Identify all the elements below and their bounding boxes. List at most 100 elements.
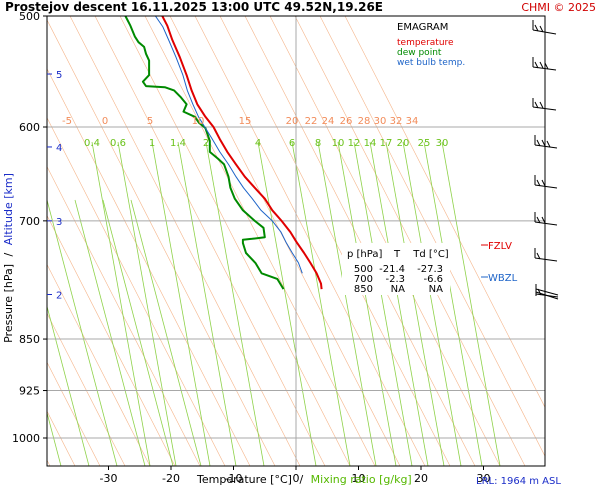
adiabat-label: 5 <box>147 116 153 127</box>
table-row-850-td: NA <box>429 284 443 295</box>
fzlv-label: FZLV <box>488 241 512 252</box>
mixing-ratio-line <box>47 304 90 466</box>
wind-barb <box>534 248 558 262</box>
mixing-ratio-line <box>91 141 151 466</box>
adiabat-labels: -5 0 5 10 15 20 22 24 26 28 30 32 34 <box>62 116 418 127</box>
y-axis-label: Pressure [hPa] / Altitude [km] <box>2 173 15 343</box>
chart-title: Prostejov descent 16.11.2025 13:00 UTC 4… <box>5 0 383 14</box>
mixing-ratio-labels: 0.4 0.6 1 1.4 2 4 6 8 10 12 14 17 20 25 30 <box>84 138 448 149</box>
table-row-700-p: 700 <box>354 274 373 285</box>
mixing-ratio-line <box>257 141 317 466</box>
wind-barb <box>534 175 558 189</box>
temperature-tick-label: 10 <box>352 472 366 485</box>
pressure-tick-label: 500 <box>19 10 40 23</box>
mixing-ratio-line <box>317 141 377 466</box>
legend-entry-wet-bulb: wet bulb temp. <box>397 58 465 68</box>
adiabat-label: 22 <box>305 116 318 127</box>
table-row-500-p: 500 <box>354 264 373 275</box>
x-axis-label-separator: / <box>299 473 303 486</box>
dry-adiabat <box>319 16 545 457</box>
altitude-tick-label: 5 <box>56 70 62 81</box>
dry-adiabat <box>119 16 351 466</box>
temperature-tick-label: 30 <box>477 472 491 485</box>
mixing-ratio-line <box>402 141 462 466</box>
wind-barb <box>532 57 557 71</box>
x-axis-label: Temperature [°C] / Mixing ratio [g/kg] <box>196 473 412 486</box>
pressure-ticks: 500 600 700 850 925 1000 <box>12 10 47 445</box>
mixing-ratio-label: 4 <box>255 138 261 149</box>
mixing-ratio-label: 14 <box>364 138 377 149</box>
table-row-700-td: -6.6 <box>423 274 443 285</box>
legend-title: EMAGRAM <box>397 22 448 33</box>
table-header-td: Td [°C] <box>412 249 449 260</box>
wind-barbs <box>532 20 559 300</box>
mixing-ratio-line <box>151 141 211 466</box>
mixing-ratio-line <box>102 199 174 466</box>
temperature-tick-label: 20 <box>414 472 428 485</box>
mixing-ratio-lines <box>47 141 501 466</box>
copyright-label: CHMI © 2025 <box>521 1 596 14</box>
adiabat-label: 15 <box>239 116 252 127</box>
dry-adiabat <box>47 312 126 466</box>
plot-area <box>47 16 545 466</box>
altitude-tick-label: 2 <box>56 290 62 301</box>
adiabat-label: 30 <box>374 116 387 127</box>
temperature-ticks: -30 -20 -10 0 10 20 30 <box>100 466 491 485</box>
altitude-tick-label: 3 <box>56 217 62 228</box>
wbzl-marker: WBZL <box>481 273 518 284</box>
adiabat-label: 10 <box>192 116 205 127</box>
legend-entry-temperature: temperature <box>397 38 454 48</box>
dry-adiabat <box>269 16 501 466</box>
wind-barb <box>534 212 558 226</box>
dry-adiabat <box>47 117 226 466</box>
pressure-tick-label: 1000 <box>12 432 40 445</box>
wind-barb <box>532 20 557 35</box>
legend-box <box>393 18 501 68</box>
mixing-ratio-line <box>177 141 237 466</box>
table-row-700-t: -2.3 <box>385 274 405 285</box>
mixing-ratio-label: 12 <box>348 138 361 149</box>
table-header-p: p [hPa] <box>347 249 382 260</box>
mixing-ratio-line <box>74 199 146 466</box>
grid-lines <box>47 16 545 466</box>
temperature-tick-label: 0 <box>293 472 300 485</box>
mixing-ratio-line <box>353 141 413 466</box>
mixing-ratio-label: 0.4 <box>84 138 100 149</box>
y-axis-label-separator: / <box>2 252 15 256</box>
mixing-ratio-label: 1 <box>149 138 155 149</box>
wind-barb <box>535 284 559 300</box>
table-row-500-td: -27.3 <box>417 264 443 275</box>
table-row-500-t: -21.4 <box>379 264 405 275</box>
mixing-ratio-label: 2 <box>203 138 209 149</box>
adiabat-label: 24 <box>322 116 335 127</box>
temperature-tick-label: -10 <box>225 472 243 485</box>
mixing-ratio-line <box>130 199 202 466</box>
pressure-tick-label: 925 <box>19 385 40 398</box>
dry-adiabat <box>144 16 376 466</box>
pressure-tick-label: 600 <box>19 121 40 134</box>
dry-adiabat <box>219 16 451 466</box>
dry-adiabat <box>47 68 251 466</box>
summary-table: p [hPa] T Td [°C] 500 -21.4 -27.3 700 -2… <box>342 243 450 295</box>
adiabat-label: 32 <box>390 116 403 127</box>
temperature-line <box>161 16 323 290</box>
dry-adiabat <box>244 16 476 466</box>
wbzl-label: WBZL <box>488 273 518 284</box>
mixing-ratio-label: 17 <box>380 138 393 149</box>
mixing-ratio-line <box>369 141 429 466</box>
mixing-ratio-label: 1.4 <box>170 138 186 149</box>
altitude-ticks: 5 4 3 2 <box>47 70 62 301</box>
summary-table-bg <box>342 243 450 295</box>
adiabat-label: 20 <box>286 116 299 127</box>
y-axis-label-altitude: Altitude [km] <box>2 173 15 245</box>
pressure-tick-label: 700 <box>19 215 40 228</box>
wet-bulb-line <box>154 16 303 274</box>
wind-barb <box>532 98 557 111</box>
mixing-ratio-line <box>291 141 351 466</box>
dry-adiabat <box>47 19 276 466</box>
mixing-ratio-label: 6 <box>289 138 295 149</box>
mixing-ratio-line <box>337 141 397 466</box>
dry-adiabat <box>47 214 176 466</box>
temperature-tick-label: -20 <box>162 472 180 485</box>
lrl-label: LRL: 1964 m ASL <box>476 476 561 487</box>
